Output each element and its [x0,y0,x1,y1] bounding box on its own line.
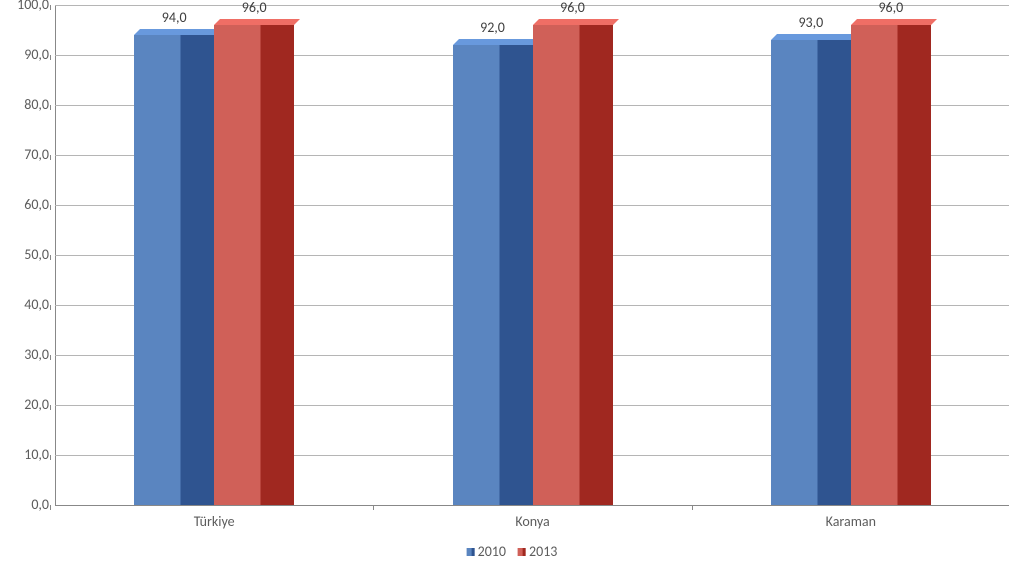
data-label: 94,0 [162,9,187,26]
bar-2013 [851,25,931,505]
legend: 2010 2013 [467,543,558,560]
y-tick [50,105,51,110]
y-tick [50,255,51,260]
legend-swatch [518,548,526,556]
bar-top [533,19,619,25]
y-axis-label: 90,0 [4,46,49,63]
bar-2010 [771,40,851,505]
y-axis-label: 60,0 [4,196,49,213]
bar-2013 [533,25,613,505]
y-axis-label: 10,0 [4,446,49,463]
gridline [55,505,1009,506]
category-tick [373,505,374,510]
y-axis-label: 50,0 [4,246,49,263]
y-tick [50,155,51,160]
y-axis-label: 40,0 [4,296,49,313]
y-tick [50,205,51,210]
data-label: 96,0 [878,0,903,16]
legend-item: 2013 [518,543,557,560]
x-axis-label: Konya [515,513,549,530]
legend-label: 2013 [529,543,557,560]
legend-swatch [467,548,475,556]
bar-top [851,19,937,25]
bar-2010 [134,35,214,505]
bar-chart: 0,0 10,0 20,0 30,0 40,0 50,0 60,0 70,0 80,0 90,0 1… [0,0,1024,571]
y-axis-label: 80,0 [4,96,49,113]
y-axis-label: 0,0 [4,496,49,513]
y-tick [50,305,51,310]
category-tick [692,505,693,510]
data-label: 96,0 [560,0,585,16]
y-axis-label: 100,0 [4,0,49,13]
data-label: 93,0 [798,14,823,31]
y-tick [50,505,51,510]
y-axis-label: 70,0 [4,146,49,163]
bar-top [771,34,857,40]
y-tick [50,455,51,460]
y-tick [50,355,51,360]
legend-item: 2010 [467,543,506,560]
y-axis-label: 30,0 [4,346,49,363]
data-label: 96,0 [242,0,267,16]
bar-2013 [214,25,294,505]
bar-top [134,29,220,35]
legend-label: 2010 [478,543,506,560]
y-tick [50,405,51,410]
data-label: 92,0 [480,19,505,36]
bars-layer [55,5,1009,505]
y-axis-label: 20,0 [4,396,49,413]
x-axis-label: Karaman [826,513,876,530]
bar-2010 [453,45,533,505]
bar-top [453,39,539,45]
x-axis-label: Türkiye [194,513,235,530]
y-tick [50,5,51,10]
y-tick [50,55,51,60]
bar-top [214,19,300,25]
plot-area [55,5,1010,505]
